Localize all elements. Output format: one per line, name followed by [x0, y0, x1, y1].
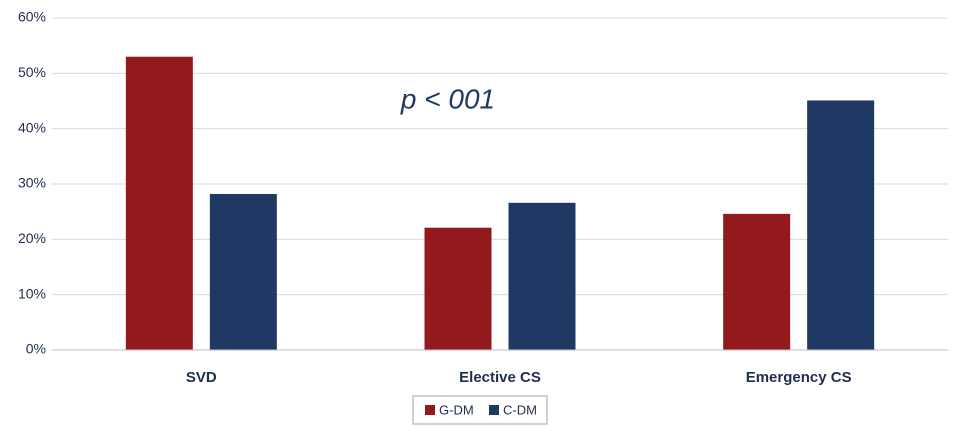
x-tick-label: Emergency CS: [746, 369, 852, 386]
y-tick-label: 40%: [18, 119, 46, 135]
legend-box: [412, 395, 548, 425]
legend-label: G-DM: [439, 402, 474, 417]
y-tick-label: 10%: [18, 285, 46, 301]
bar: [424, 227, 492, 350]
y-tick-label: 0%: [26, 341, 46, 357]
bar: [209, 193, 277, 350]
x-tick-label: Elective CS: [459, 369, 541, 386]
legend-swatch: [425, 405, 435, 415]
legend-label: C-DM: [503, 402, 537, 417]
bar: [807, 100, 875, 351]
annotation: p < 001: [400, 83, 495, 114]
bar: [723, 213, 791, 350]
y-tick-label: 20%: [18, 230, 46, 246]
y-tick-label: 30%: [18, 175, 46, 191]
x-tick-label: SVD: [186, 369, 217, 386]
y-tick-label: 50%: [18, 64, 46, 80]
legend-swatch: [489, 405, 499, 415]
y-tick-label: 60%: [18, 9, 46, 25]
bar: [125, 56, 193, 350]
bar: [508, 202, 576, 350]
